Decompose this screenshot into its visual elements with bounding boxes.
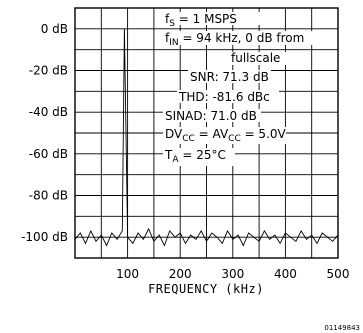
x-tick-label: 300	[221, 267, 244, 281]
x-tick-label: 200	[169, 267, 192, 281]
y-tick-label: -80 dB	[29, 189, 68, 203]
annotation-ta: TA = 25°C	[164, 148, 226, 165]
figure-number: 01149843	[324, 324, 360, 332]
x-axis-label: FREQUENCY (kHz)	[148, 282, 264, 296]
y-tick-label: -40 dB	[29, 105, 68, 119]
annotation-fullscale: fullscale	[231, 51, 280, 65]
x-tick-label: 500	[327, 267, 350, 281]
x-tick-label: 400	[274, 267, 297, 281]
x-tick-label: 100	[116, 267, 139, 281]
annotation-sinad: SINAD: 71.0 dB	[165, 109, 257, 123]
annotation-snr: SNR: 71.3 dB	[190, 70, 269, 84]
annotation-block: fS = 1 MSPS fIN = 94 kHz, 0 dB from full…	[163, 12, 328, 166]
x-axis-ticks: 100 200 300 400 500	[116, 267, 349, 281]
y-tick-label: -20 dB	[29, 64, 68, 78]
annotation-thd: THD: -81.6 dBc	[178, 90, 270, 104]
spectrum-line	[74, 28, 339, 247]
y-axis-ticks: 0 dB -20 dB -40 dB -60 dB -80 dB -100 dB	[21, 22, 68, 244]
y-tick-label: -60 dB	[29, 147, 68, 161]
plot-frame	[74, 7, 339, 259]
y-tick-label: -100 dB	[21, 230, 68, 244]
annotation-dvcc: DVCC = AVCC = 5.0V	[165, 127, 287, 144]
y-tick-label: 0 dB	[41, 22, 68, 36]
annotation-fin: fIN = 94 kHz, 0 dB from	[165, 31, 304, 48]
annotation-fs: fS = 1 MSPS	[165, 12, 237, 29]
